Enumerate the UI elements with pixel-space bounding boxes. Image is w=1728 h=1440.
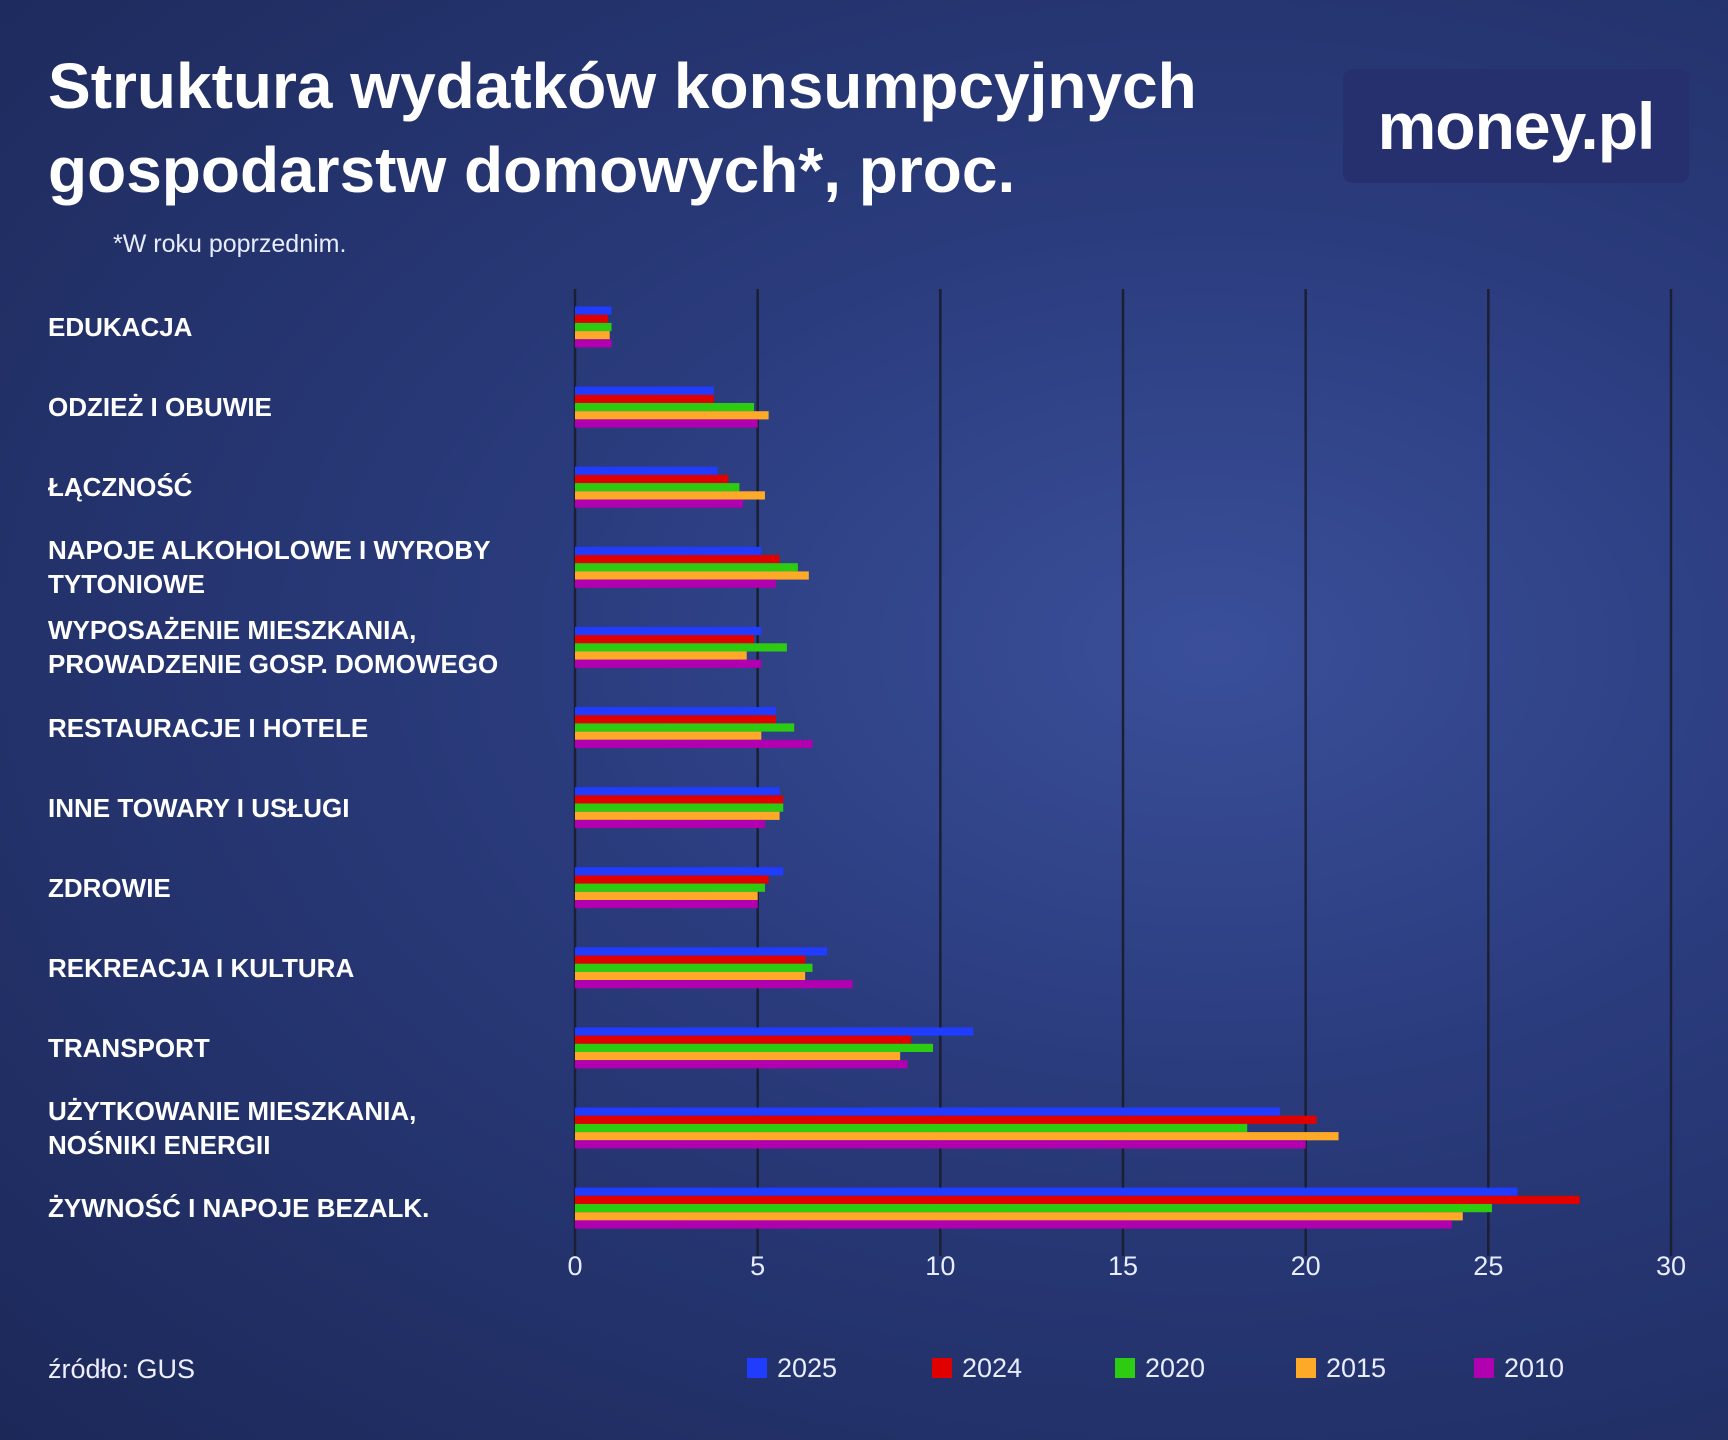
bar — [575, 971, 806, 981]
bar — [575, 474, 729, 484]
bar — [575, 466, 718, 475]
bar — [575, 1195, 1580, 1204]
bar — [575, 651, 747, 660]
bar — [575, 339, 612, 348]
bar — [575, 1052, 901, 1061]
x-tick-label: 5 — [750, 1251, 765, 1281]
x-tick-label: 15 — [1108, 1251, 1138, 1281]
legend-swatch — [1115, 1358, 1135, 1378]
bar — [575, 483, 740, 492]
bar — [575, 546, 762, 555]
category-label: NAPOJE ALKOHOLOWE I WYROBY TYTONIOWE — [48, 535, 491, 600]
category-label: UŻYTKOWANIE MIESZKANIA, NOŚNIKI ENERGII — [48, 1096, 417, 1160]
bar — [575, 419, 758, 428]
bar — [575, 306, 612, 315]
bar — [575, 723, 795, 732]
bar — [575, 1220, 1452, 1229]
bar — [575, 811, 780, 820]
x-tick-label: 20 — [1291, 1251, 1321, 1281]
bar — [575, 803, 784, 812]
bar — [575, 875, 769, 884]
category-label: ZDROWIE — [48, 872, 171, 903]
bar — [575, 499, 744, 508]
category-label: TRANSPORT — [48, 1032, 210, 1063]
bar — [575, 331, 610, 340]
category-label: REKREACJA I KULTURA — [48, 952, 355, 983]
bar — [575, 739, 813, 748]
bar — [575, 491, 765, 500]
category-label: RESTAURACJE I HOTELE — [48, 712, 369, 743]
bar — [575, 955, 806, 964]
bar — [575, 322, 612, 332]
x-tick-label: 25 — [1473, 1251, 1503, 1281]
bar — [575, 1115, 1317, 1124]
legend-swatch — [1296, 1358, 1316, 1378]
bar — [575, 394, 714, 403]
x-tick-label: 10 — [925, 1251, 955, 1281]
legend-swatch — [932, 1358, 952, 1378]
bar — [575, 787, 780, 796]
bar — [575, 1035, 912, 1044]
category-label: ODZIEŻ I OBUWIE — [48, 392, 272, 423]
category-label: EDUKACJA — [48, 312, 193, 342]
legend-label: 2020 — [1145, 1353, 1205, 1383]
category-label: ŻYWNOŚĆ I NAPOJE BEZALK. — [48, 1193, 430, 1224]
bar — [575, 947, 828, 956]
bar — [575, 867, 784, 876]
bar — [575, 980, 853, 989]
bar — [575, 555, 780, 564]
bar — [575, 659, 762, 668]
bar — [575, 1187, 1518, 1196]
bar — [575, 963, 813, 972]
bar — [575, 795, 784, 804]
legend-label: 2015 — [1326, 1353, 1386, 1383]
bar — [575, 883, 765, 892]
chart-title: Struktura wydatków konsumpcyjnych gospod… — [48, 50, 1197, 206]
bar — [575, 707, 776, 716]
bar — [575, 1043, 934, 1052]
bar — [575, 1027, 974, 1036]
legend-swatch — [1474, 1358, 1494, 1378]
bar — [575, 1140, 1306, 1149]
bar — [575, 643, 787, 652]
bar — [575, 571, 809, 580]
bar — [575, 635, 755, 644]
bar — [575, 314, 608, 323]
category-label: ŁĄCZNOŚĆ — [48, 472, 193, 503]
legend-label: 2024 — [962, 1353, 1022, 1383]
bar — [575, 1060, 908, 1069]
source: źródło: GUS — [48, 1354, 196, 1384]
bar — [575, 715, 776, 724]
category-label: WYPOSAŻENIE MIESZKANIA, PROWADZENIE GOSP… — [48, 615, 499, 680]
bar — [575, 891, 758, 900]
bar — [575, 819, 765, 829]
bar — [575, 403, 755, 412]
bar — [575, 900, 758, 909]
legend-label: 2010 — [1504, 1353, 1564, 1383]
bar — [575, 1132, 1339, 1141]
x-tick-label: 30 — [1656, 1251, 1686, 1281]
legend-swatch — [747, 1358, 767, 1378]
bar — [575, 563, 798, 572]
legend-label: 2025 — [777, 1353, 837, 1383]
category-label: INNE TOWARY I USŁUGI — [48, 792, 350, 823]
bar — [575, 1123, 1248, 1133]
logo: money.pl — [1343, 69, 1689, 183]
note: *W roku poprzednim. — [113, 230, 347, 258]
bar — [575, 626, 762, 636]
bar — [575, 579, 776, 588]
bar — [575, 386, 714, 395]
bar — [575, 1107, 1281, 1116]
bar — [575, 1212, 1463, 1221]
bar — [575, 731, 762, 740]
bar — [575, 1204, 1492, 1213]
x-tick-label: 0 — [567, 1251, 582, 1281]
bar — [575, 411, 769, 420]
